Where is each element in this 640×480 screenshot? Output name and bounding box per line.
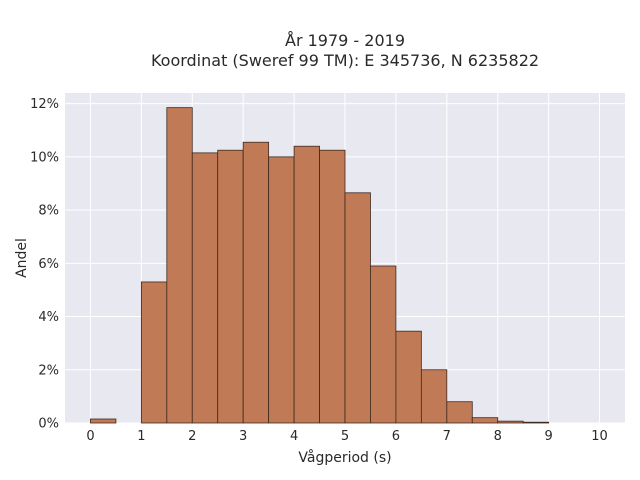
histogram-bar [191, 152, 219, 424]
histogram-bar [319, 149, 346, 424]
x-tick-label: 9 [544, 429, 552, 444]
histogram-bar [395, 330, 422, 424]
histogram-bar [166, 107, 193, 424]
histogram-bar [471, 417, 499, 424]
histogram-bar [90, 418, 117, 424]
x-tick-label: 4 [290, 429, 298, 444]
x-tick-label: 6 [392, 429, 400, 444]
histogram-bar [268, 156, 295, 424]
x-tick-label: 2 [188, 429, 196, 444]
y-tick-label: 2% [38, 363, 59, 378]
x-tick-labels: 0 1 2 3 4 5 6 7 8 9 10 [86, 429, 608, 444]
x-tick-label: 5 [341, 429, 349, 444]
x-tick-label: 7 [443, 429, 451, 444]
y-tick-label: 6% [38, 257, 59, 272]
bars-group [90, 107, 550, 424]
y-tick-label: 0% [38, 417, 59, 432]
y-tick-labels: 0% 2% 4% 6% 8% 10% 12% [30, 97, 59, 431]
y-tick-label: 12% [30, 97, 59, 112]
histogram-bar [140, 281, 168, 424]
histogram-bar [522, 421, 550, 424]
chart-title-line2: Koordinat (Sweref 99 TM): E 345736, N 62… [151, 51, 539, 70]
histogram-bar [344, 192, 371, 424]
chart-title-line1: År 1979 - 2019 [285, 31, 405, 50]
x-tick-label: 10 [591, 429, 608, 444]
x-tick-label: 1 [137, 429, 145, 444]
x-axis-label: Vågperiod (s) [298, 449, 391, 466]
y-axis-label: Andel [14, 238, 30, 278]
histogram-bar [293, 145, 320, 424]
histogram-bar [217, 149, 244, 424]
histogram-bar [370, 265, 397, 424]
y-tick-label: 8% [38, 204, 59, 219]
x-tick-label: 3 [239, 429, 247, 444]
y-tick-label: 4% [38, 310, 59, 325]
histogram-bar [242, 141, 270, 424]
histogram-bar [420, 369, 448, 424]
y-tick-label: 10% [30, 150, 59, 165]
x-tick-label: 8 [494, 429, 502, 444]
x-tick-label: 0 [86, 429, 94, 444]
histogram-bar [446, 401, 473, 424]
histogram-bar [497, 420, 524, 424]
